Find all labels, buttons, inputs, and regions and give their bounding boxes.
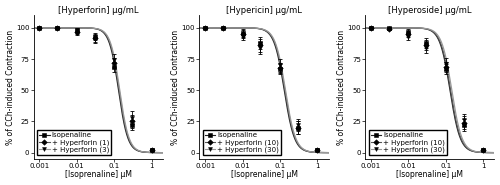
X-axis label: [Isoprenaline] μM: [Isoprenaline] μM [65, 170, 132, 179]
Y-axis label: % of CCh-induced Contraction: % of CCh-induced Contraction [172, 30, 180, 145]
X-axis label: [Isoprenaline] μM: [Isoprenaline] μM [230, 170, 298, 179]
Title: [Hyperoside] μg/mL: [Hyperoside] μg/mL [388, 6, 471, 15]
Legend: Isopenaline, + Hyperforin (1), + Hyperforin (3): Isopenaline, + Hyperforin (1), + Hyperfo… [37, 130, 111, 155]
X-axis label: [Isoprenaline] μM: [Isoprenaline] μM [396, 170, 464, 179]
Legend: Isopenaline, + Hyperforin (10), + Hyperforin (30): Isopenaline, + Hyperforin (10), + Hyperf… [368, 130, 447, 155]
Y-axis label: % of CCh-induced Contraction: % of CCh-induced Contraction [6, 30, 15, 145]
Legend: Isopenaline, + Hyperforin (10), + Hyperforin (30): Isopenaline, + Hyperforin (10), + Hyperf… [203, 130, 281, 155]
Title: [Hyperforin] μg/mL: [Hyperforin] μg/mL [58, 6, 138, 15]
Y-axis label: % of CCh-induced Contraction: % of CCh-induced Contraction [337, 30, 346, 145]
Title: [Hypericin] μg/mL: [Hypericin] μg/mL [226, 6, 302, 15]
